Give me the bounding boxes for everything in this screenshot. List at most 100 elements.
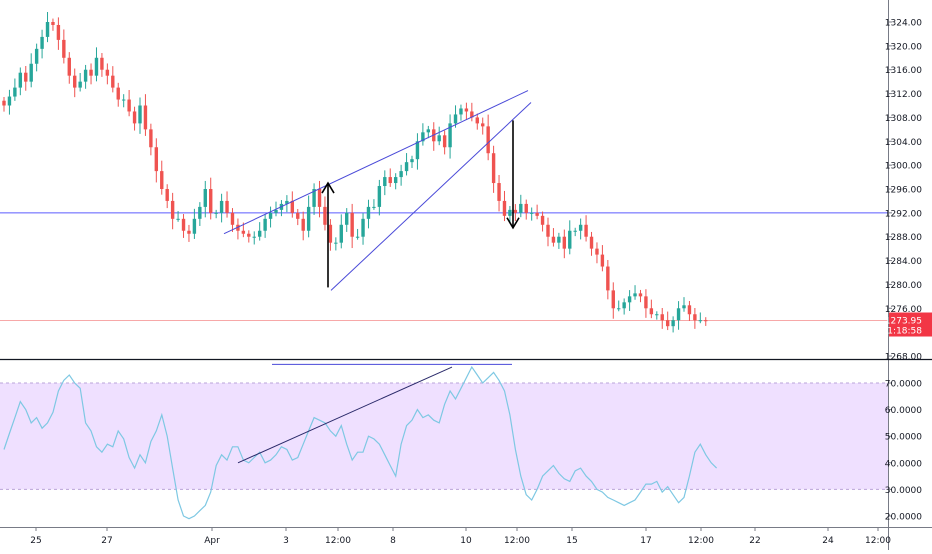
candle-body (34, 48, 39, 64)
candle-body (219, 200, 224, 213)
candle-body (263, 218, 267, 231)
candle-body (236, 224, 240, 231)
candle-body (51, 22, 55, 25)
candle-body (121, 99, 126, 101)
candle-body (546, 224, 550, 237)
candle-countdown-label: 01:18:58 (882, 327, 923, 337)
rsi-tick-label: 50.0000 (885, 433, 922, 443)
candle-body (649, 308, 654, 315)
candle-body (453, 114, 458, 124)
candle-body (154, 147, 159, 172)
candle-body (513, 209, 518, 213)
candle-body (170, 200, 175, 219)
candle-body (426, 129, 431, 133)
candle-body (241, 230, 246, 234)
candle-body (404, 162, 409, 172)
candle-body (198, 206, 202, 219)
rsi-tick-label: 60.0000 (885, 406, 922, 416)
candle-body (67, 57, 71, 76)
candle-body (671, 320, 675, 327)
candle-body (350, 212, 354, 237)
candle-body (595, 248, 599, 255)
candle-body (497, 183, 501, 201)
annotation-layer (223, 90, 532, 291)
candle-body (138, 105, 142, 124)
candle-body (568, 230, 572, 249)
candle-body (160, 171, 164, 189)
rsi-series (3, 363, 718, 520)
candle-body (7, 96, 12, 106)
candle-body (312, 189, 316, 207)
candle-body (116, 87, 120, 100)
price-tick-label: 1300.00 (885, 162, 922, 172)
rsi-line (3, 365, 718, 520)
candle-body (94, 57, 99, 76)
time-tick-label: 8 (390, 536, 396, 546)
candle-body (393, 177, 398, 184)
candle-body (24, 72, 28, 82)
price-tick-label: 1280.00 (885, 281, 922, 291)
candle-body (524, 203, 528, 213)
candle-body (339, 224, 343, 243)
candle-body (421, 132, 425, 142)
candle-body (562, 236, 567, 249)
up-arrow-head (321, 181, 335, 194)
candle-body (301, 218, 305, 231)
rsi-tick-label: 30.0000 (885, 486, 922, 496)
candle-body (611, 290, 615, 309)
price-tick-label: 1316.00 (885, 66, 922, 76)
time-tick-label: 12:00 (504, 536, 530, 546)
candle-body (317, 189, 322, 207)
candle-body (535, 212, 539, 216)
candle-body (176, 218, 180, 220)
rising-wedge-upper-line (223, 90, 529, 235)
price-tick-label: 1276.00 (885, 305, 922, 315)
candle-body (247, 233, 251, 237)
candle-body (589, 236, 594, 249)
time-tick-label: 25 (30, 536, 41, 546)
candle-body (366, 206, 371, 219)
candle-body (18, 72, 23, 88)
candle-body (274, 209, 278, 213)
candle-body (361, 218, 365, 237)
time-tick-label: 3 (283, 536, 289, 546)
last-price-label: 1273.95 (885, 317, 922, 327)
time-tick-label: 10 (460, 536, 472, 546)
candle-body (540, 215, 545, 225)
candle-body (323, 206, 327, 225)
rsi-overbought-oversold-band (0, 383, 888, 490)
candle-body (502, 200, 507, 216)
candle-body (660, 314, 664, 321)
candle-body (132, 111, 137, 124)
candle-body (481, 123, 485, 127)
candle-body (268, 212, 273, 219)
candle-body (464, 108, 469, 112)
candle-body (388, 177, 392, 184)
candle-body (296, 212, 300, 219)
candle-body (578, 224, 583, 231)
time-axis-background (0, 527, 888, 550)
candle-body (355, 236, 360, 238)
candle-body (100, 57, 104, 70)
candle-body (665, 320, 670, 327)
last-price-marker (889, 312, 932, 337)
candle-body (345, 212, 349, 225)
candle-body (143, 105, 148, 130)
candle-body (127, 99, 131, 112)
candle-body (83, 69, 88, 82)
candle-body (203, 189, 207, 207)
candle-body (45, 22, 50, 37)
candle-body (214, 212, 218, 214)
candle-body (448, 123, 452, 148)
candle-body (252, 236, 256, 238)
candle-body (165, 189, 169, 201)
candle-body (181, 218, 186, 231)
candle-body (415, 141, 420, 160)
candle-body (29, 63, 33, 82)
candle-body (62, 39, 66, 58)
candle-body (105, 69, 110, 76)
candle-body (519, 203, 523, 213)
time-tick-label: 27 (101, 536, 112, 546)
